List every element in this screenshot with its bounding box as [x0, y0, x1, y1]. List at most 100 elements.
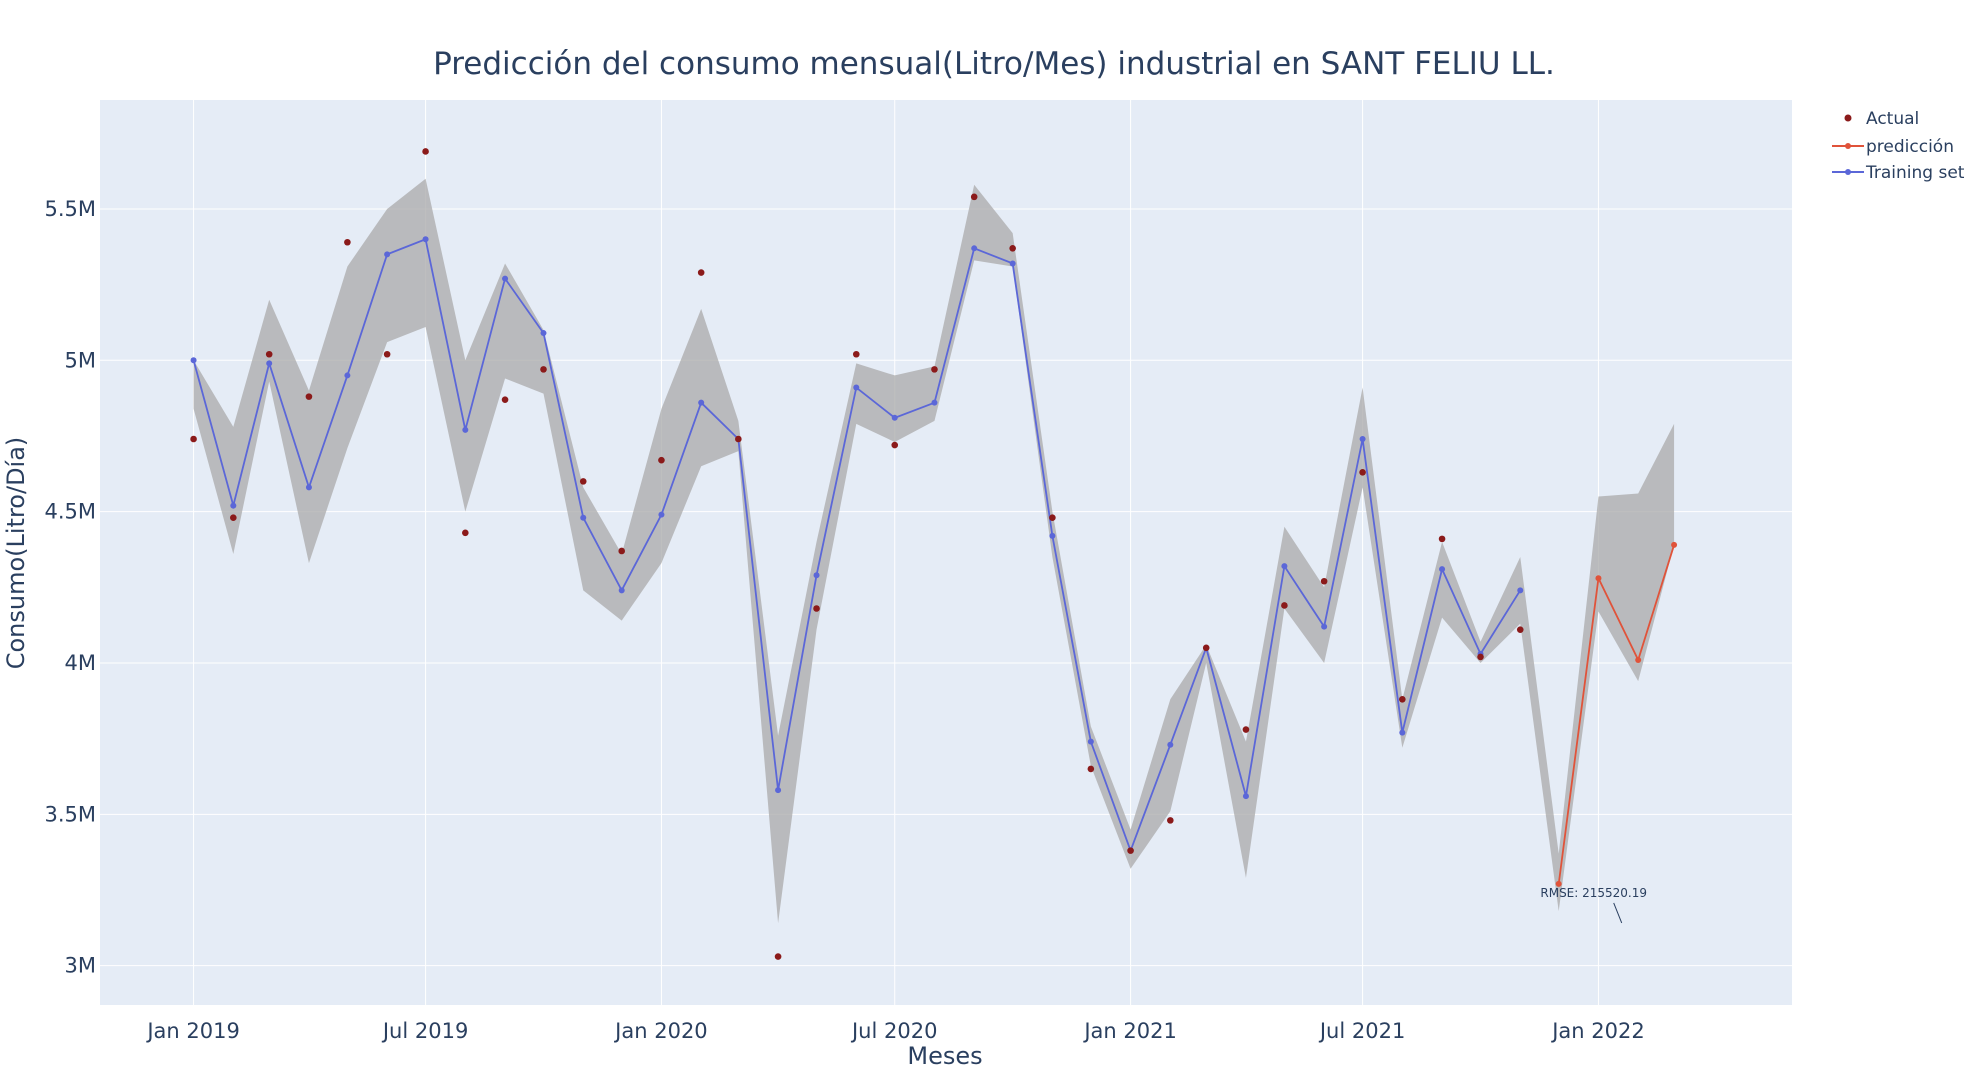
point-actual — [618, 547, 625, 555]
point-actual — [1167, 817, 1174, 824]
series-layer — [190, 148, 1678, 960]
point-actual — [697, 269, 705, 276]
x-tick-label: Jan 2019 — [145, 1019, 240, 1043]
point-training-set — [1359, 435, 1366, 442]
point-actual — [462, 529, 469, 537]
point-training-set — [230, 502, 237, 509]
point-training-set — [1439, 566, 1446, 573]
legend-item-prediccion[interactable]: predicción — [1832, 137, 1954, 157]
x-tick-label: Jul 2020 — [850, 1019, 937, 1043]
point-prediccion — [1671, 541, 1678, 548]
legend-marker-actual — [1844, 114, 1852, 122]
point-actual — [774, 953, 782, 960]
point-training-set — [462, 426, 469, 433]
chart-title: Predicción del consumo mensual(Litro/Mes… — [433, 46, 1555, 82]
point-training-set — [1049, 532, 1056, 539]
point-actual — [1202, 644, 1210, 652]
x-tick-label: Jul 2019 — [381, 1019, 468, 1043]
point-prediccion — [1635, 656, 1642, 663]
x-tick-label: Jul 2021 — [1318, 1019, 1405, 1043]
point-training-set — [931, 399, 938, 406]
point-actual — [931, 366, 938, 373]
point-training-set — [540, 330, 547, 337]
point-actual — [540, 366, 547, 373]
point-actual — [344, 238, 351, 246]
point-training-set — [971, 245, 978, 252]
point-training-set — [1242, 793, 1249, 800]
point-actual — [1009, 245, 1016, 252]
y-tick-label: 5.5M — [44, 197, 96, 221]
point-actual — [1438, 535, 1446, 543]
point-actual — [230, 514, 237, 521]
point-training-set — [422, 236, 429, 243]
point-training-set — [813, 572, 820, 579]
point-actual — [891, 441, 899, 449]
plot-area — [100, 100, 1792, 1005]
point-training-set — [384, 251, 391, 258]
point-actual — [190, 435, 197, 443]
point-actual — [1359, 468, 1366, 476]
point-actual — [1281, 602, 1288, 609]
axis-layer: 3M 3.5M 4M 4.5M 5M 5.5M Jan 2019 Jul 2019 Jan 20… — [44, 197, 1644, 1043]
annotation-arrow — [1613, 902, 1623, 924]
point-training-set — [580, 514, 587, 521]
legend-label-prediccion: predicción — [1866, 137, 1954, 157]
point-training-set — [853, 384, 860, 391]
point-actual — [383, 350, 391, 358]
point-actual — [813, 605, 820, 612]
y-tick-label: 5M — [65, 348, 96, 372]
x-axis-title: Meses — [907, 1042, 982, 1070]
point-actual — [579, 478, 587, 485]
legend-item-training-set[interactable]: Training set — [1832, 163, 1965, 183]
legend-marker-training-set — [1845, 169, 1851, 175]
point-actual — [305, 393, 313, 400]
point-actual — [852, 350, 860, 358]
series-line-prediccion — [1557, 544, 1675, 885]
point-training-set — [266, 360, 273, 367]
point-actual — [265, 350, 273, 358]
point-training-set — [305, 484, 312, 491]
point-training-set — [344, 372, 351, 379]
y-tick-label: 3M — [65, 954, 96, 978]
point-training-set — [618, 587, 625, 594]
legend-item-actual[interactable]: Actual — [1844, 109, 1920, 129]
point-actual — [970, 193, 978, 201]
x-tick-label: Jan 2021 — [1082, 1019, 1177, 1043]
point-training-set — [1517, 587, 1524, 594]
y-tick-label: 3.5M — [44, 802, 96, 826]
point-actual — [1127, 847, 1134, 854]
point-actual — [1049, 514, 1056, 521]
point-training-set — [1167, 741, 1174, 748]
x-tick-label: Jan 2020 — [613, 1019, 708, 1043]
point-actual — [501, 396, 509, 403]
point-actual — [658, 456, 665, 464]
y-tick-label: 4M — [65, 651, 96, 675]
point-actual — [1320, 577, 1328, 585]
point-actual — [1399, 695, 1406, 703]
rmse-annotation: RMSE: 215520.19 — [1540, 886, 1647, 900]
legend: Actual predicción Training set — [1832, 109, 1965, 183]
point-actual — [1087, 765, 1095, 773]
point-training-set — [1321, 623, 1328, 630]
point-training-set — [698, 399, 705, 406]
y-tick-label: 4.5M — [44, 500, 96, 524]
legend-label-actual: Actual — [1866, 109, 1919, 129]
point-training-set — [891, 414, 898, 421]
point-training-set — [1009, 260, 1016, 267]
point-actual — [1516, 626, 1524, 633]
y-axis-title: Consumo(Litro/Día) — [2, 437, 30, 670]
legend-label-training-set: Training set — [1865, 163, 1965, 183]
legend-marker-prediccion — [1845, 143, 1851, 149]
point-training-set — [1399, 729, 1406, 736]
point-training-set — [775, 787, 782, 794]
point-prediccion — [1555, 880, 1562, 887]
point-actual — [1242, 726, 1250, 733]
point-training-set — [190, 357, 197, 364]
point-training-set — [1087, 738, 1094, 745]
point-training-set — [1281, 563, 1288, 570]
annotation-layer: RMSE: 215520.19 — [1540, 886, 1647, 924]
point-actual — [1477, 653, 1484, 661]
point-actual — [735, 435, 742, 443]
